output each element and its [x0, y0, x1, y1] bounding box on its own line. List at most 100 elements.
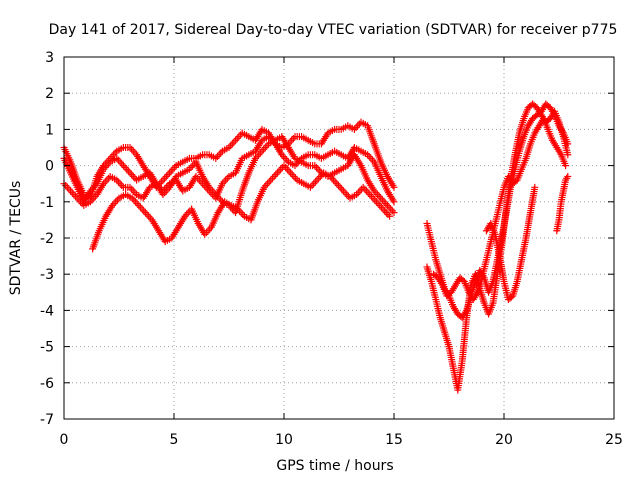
data-point [275, 167, 283, 175]
data-point [264, 180, 271, 188]
data-point [281, 154, 289, 162]
data-point [136, 203, 144, 211]
data-point [341, 189, 349, 197]
data-point [386, 212, 394, 220]
data-point [277, 165, 285, 173]
data-marks [60, 100, 572, 394]
data-point [162, 187, 170, 195]
data-point [288, 171, 296, 179]
data-point [563, 174, 571, 182]
data-point [63, 183, 71, 191]
data-point [355, 120, 363, 128]
data-point [161, 174, 169, 182]
data-point [123, 165, 131, 173]
data-point [135, 201, 143, 209]
data-point [265, 178, 273, 186]
data-point [312, 163, 320, 171]
data-point [531, 183, 539, 191]
data-point [237, 131, 245, 139]
data-point [367, 154, 375, 162]
data-point [116, 180, 124, 188]
data-point [336, 183, 344, 191]
x-tick-label: 25 [605, 432, 623, 448]
data-point [128, 185, 136, 193]
data-point [344, 192, 352, 200]
data-point [356, 187, 364, 195]
data-point [562, 162, 570, 170]
data-point [68, 189, 76, 197]
data-point [268, 174, 276, 182]
data-point [129, 147, 137, 155]
data-point [129, 187, 137, 195]
data-point [390, 209, 398, 217]
x-tick-label: 10 [275, 432, 293, 448]
data-point [119, 162, 127, 170]
series-track-h [482, 183, 539, 304]
data-point [166, 169, 174, 177]
data-point [334, 182, 342, 190]
data-point [126, 169, 134, 177]
data-point [288, 136, 296, 144]
y-tick-label: 0 [45, 159, 54, 175]
y-tick-label: -7 [40, 412, 54, 428]
data-point [364, 189, 372, 197]
data-point [169, 165, 177, 173]
y-tick-label: 2 [45, 86, 54, 102]
data-point [352, 124, 360, 132]
data-point [287, 169, 295, 177]
x-tick-label: 0 [60, 432, 69, 448]
data-point [145, 212, 153, 220]
data-point [261, 144, 269, 151]
series-track-g [430, 115, 570, 304]
data-point [314, 165, 322, 173]
data-point [112, 198, 120, 206]
data-point [128, 145, 136, 153]
data-point [267, 176, 275, 184]
data-point [564, 140, 572, 148]
data-point [138, 205, 146, 213]
series-track-i [553, 172, 572, 235]
data-point [230, 138, 238, 146]
plot-frame [63, 56, 615, 420]
data-point [124, 167, 132, 175]
data-point [213, 153, 221, 161]
data-point [390, 198, 398, 206]
data-point [311, 178, 319, 186]
data-point [233, 134, 241, 142]
data-point [105, 174, 113, 182]
data-point [390, 183, 398, 191]
x-tick-label: 15 [385, 432, 403, 448]
grid-lines [64, 57, 614, 419]
series-track-b [60, 133, 398, 209]
data-point [273, 169, 281, 177]
x-tick-label: 20 [495, 432, 513, 448]
data-point [65, 185, 73, 193]
data-point [258, 147, 266, 155]
data-point [338, 185, 346, 193]
data-point [162, 172, 170, 180]
data-point [67, 187, 75, 195]
data-point [564, 151, 572, 159]
data-point [363, 187, 370, 195]
y-tick-label: -1 [40, 195, 54, 211]
data-point [331, 178, 339, 186]
data-point [159, 176, 167, 184]
data-point [232, 136, 240, 144]
y-tick-label: -2 [40, 231, 54, 247]
data-point [289, 134, 297, 142]
data-point [204, 227, 212, 235]
y-tick-label: -6 [40, 376, 54, 392]
data-point [285, 167, 293, 175]
data-point [141, 209, 149, 217]
data-point [118, 182, 126, 190]
data-point [70, 191, 78, 199]
data-point [308, 182, 316, 190]
data-point [290, 172, 298, 180]
data-point [339, 187, 347, 195]
y-axis-label: SDTVAR / TECUs [8, 181, 24, 296]
data-point [228, 140, 236, 148]
y-tick-label: -4 [40, 303, 54, 319]
data-point [140, 207, 148, 215]
